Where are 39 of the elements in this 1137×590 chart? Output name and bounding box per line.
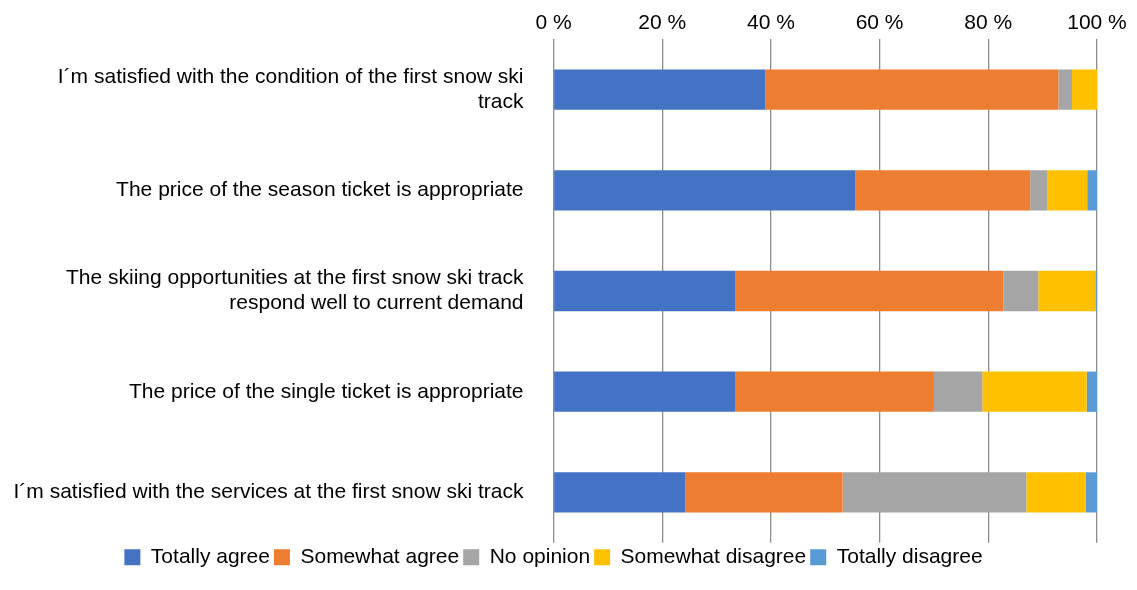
bar [1047, 170, 1088, 211]
bar [1085, 472, 1097, 513]
bar [554, 69, 766, 110]
bar [1038, 270, 1096, 312]
x-tick-label: 20 % [638, 10, 687, 34]
bar [1072, 69, 1097, 110]
bar [1086, 371, 1097, 412]
bar [735, 371, 934, 412]
bar [855, 170, 1031, 211]
bar [765, 69, 1059, 110]
y-tick-label: I´m satisfied with the condition of the first snow ski track [57, 63, 524, 112]
x-tick-label: 60 % [855, 10, 904, 34]
bar [842, 472, 1027, 513]
bar [1030, 170, 1047, 211]
bar [982, 371, 1087, 412]
legend-label: Totally agree [150, 544, 270, 568]
bar [735, 270, 1004, 312]
bar [554, 472, 686, 513]
bar [685, 472, 843, 513]
bar [1087, 170, 1097, 211]
bar [1058, 69, 1072, 110]
legend-label: No opinion [489, 544, 591, 568]
y-tick-label: I´m satisfied with the services at the first snow ski track [13, 479, 524, 503]
x-tick-label: 100 % [1067, 10, 1127, 34]
bar [554, 371, 736, 412]
bar [1003, 270, 1039, 312]
y-tick-label: The skiing opportunities at the first snow ski track respond well to current demand [65, 265, 524, 314]
x-tick-label: 80 % [964, 10, 1013, 34]
legend-label: Somewhat agree [300, 544, 460, 568]
y-tick-label: The price of the single ticket is appropriate [128, 378, 524, 402]
x-tick-label: 40 % [746, 10, 795, 34]
y-tick-label: The price of the season ticket is appropriate [116, 177, 524, 201]
bar [1026, 472, 1086, 513]
bar [554, 170, 856, 211]
bar [933, 371, 983, 412]
legend-label: Totally disagree [836, 544, 983, 568]
bar [554, 270, 736, 312]
legend-label: Somewhat disagree [620, 544, 807, 568]
x-tick-label: 0 % [535, 10, 572, 34]
